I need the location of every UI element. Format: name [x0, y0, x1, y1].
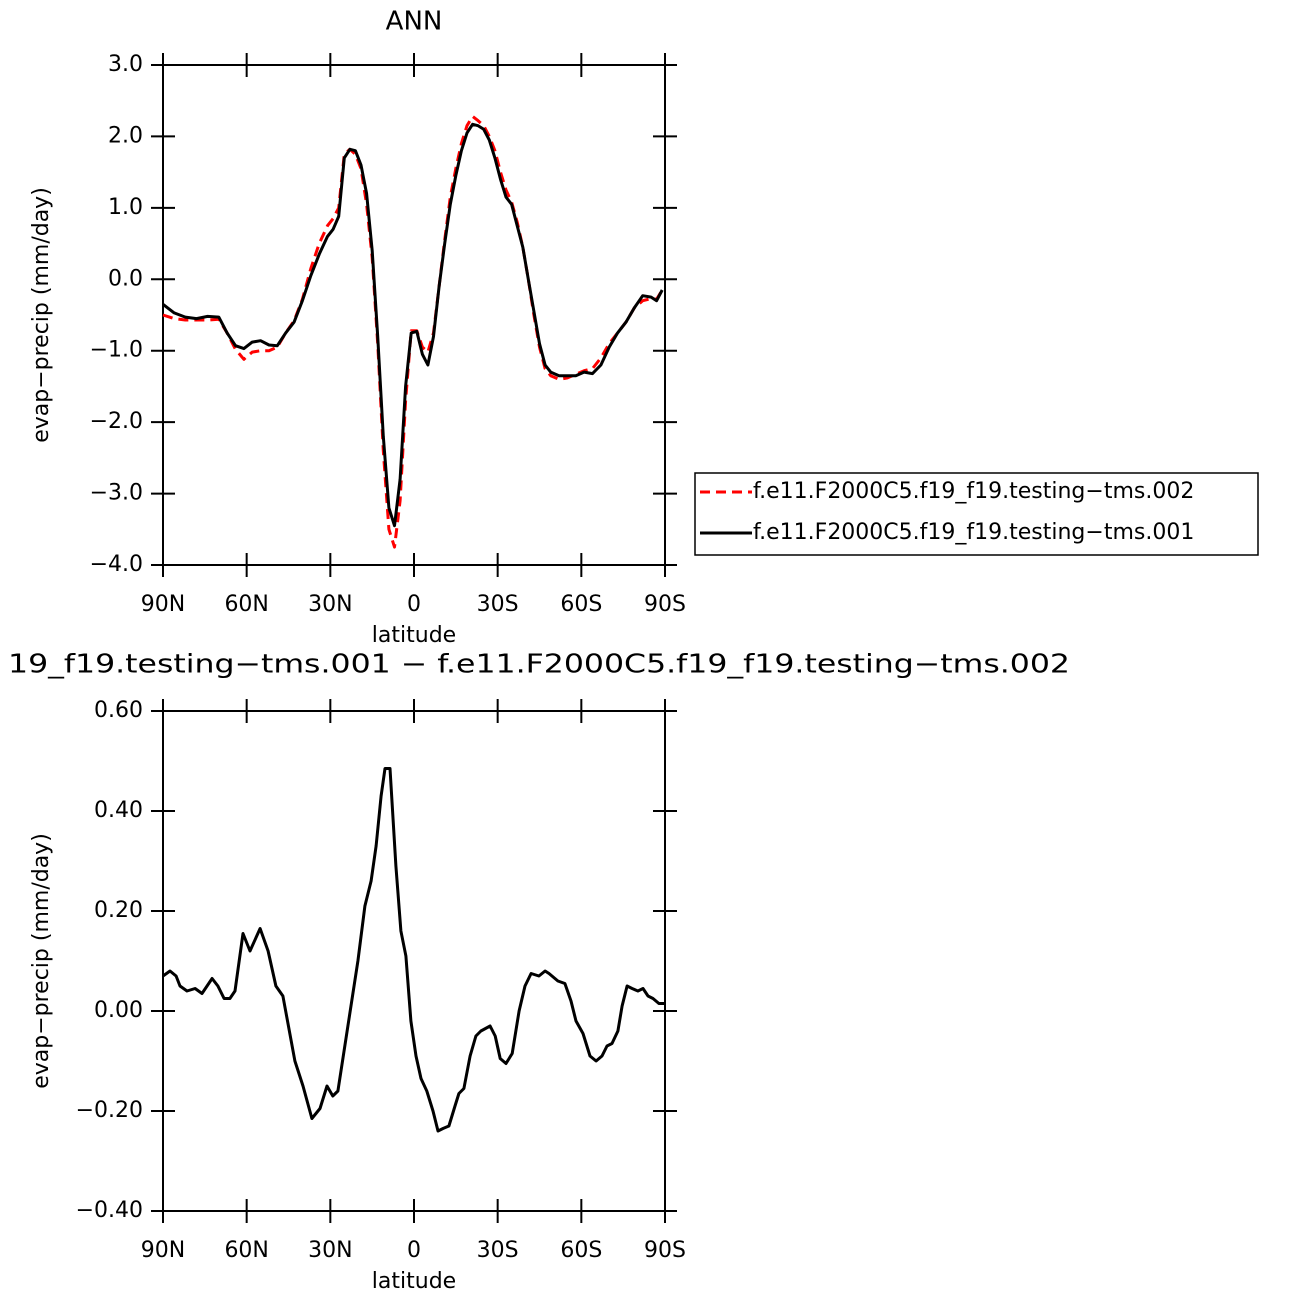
y-tick-label: −4.0 [90, 552, 143, 577]
x-tick-label: 0 [407, 1238, 421, 1263]
legend-label: f.e11.F2000C5.f19_f19.testing−tms.001 [753, 520, 1194, 545]
plot-frame [162, 64, 666, 566]
x-tick-label: 90N [141, 1238, 185, 1263]
x-tick-label: 30S [477, 592, 519, 617]
y-tick-label: 3.0 [108, 52, 143, 77]
x-tick-label: 30S [477, 1238, 519, 1263]
data-line [162, 114, 664, 549]
y-tick-label: 0.00 [94, 998, 143, 1023]
y-axis-label: evap−precip (mm/day) [29, 833, 54, 1089]
y-tick-label: −0.40 [76, 1198, 143, 1223]
y-axis-label: evap−precip (mm/day) [29, 187, 54, 443]
legend-label: f.e11.F2000C5.f19_f19.testing−tms.002 [753, 479, 1194, 504]
x-axis-label: latitude [372, 1269, 456, 1294]
x-tick-label: 0 [407, 592, 421, 617]
y-tick-label: 0.60 [94, 698, 143, 723]
chart-title: ANN [386, 7, 443, 37]
y-tick-label: −3.0 [90, 481, 143, 506]
x-tick-label: 60S [560, 1238, 602, 1263]
y-tick-label: 0.20 [94, 898, 143, 923]
x-tick-label: 60N [224, 592, 268, 617]
y-tick-label: 2.0 [108, 123, 143, 148]
x-tick-label: 30N [308, 1238, 352, 1263]
y-tick-label: 1.0 [108, 195, 143, 220]
x-tick-label: 90S [644, 1238, 686, 1263]
y-tick-label: 0.40 [94, 798, 143, 823]
data-line [162, 122, 664, 528]
y-tick-label: −1.0 [90, 338, 143, 363]
y-tick-label: 0.0 [108, 266, 143, 291]
x-tick-label: 30N [308, 592, 352, 617]
data-line [162, 767, 665, 1133]
x-tick-label: 60N [224, 1238, 268, 1263]
y-tick-label: −2.0 [90, 409, 143, 434]
x-axis-label: latitude [372, 623, 456, 648]
chart-title: 19_f19.testing−tms.001 − f.e11.F2000C5.f… [8, 650, 1070, 680]
x-tick-label: 90S [644, 592, 686, 617]
x-tick-label: 60S [560, 592, 602, 617]
x-tick-label: 90N [141, 592, 185, 617]
y-tick-label: −0.20 [76, 1098, 143, 1123]
legend-box [694, 472, 1259, 556]
